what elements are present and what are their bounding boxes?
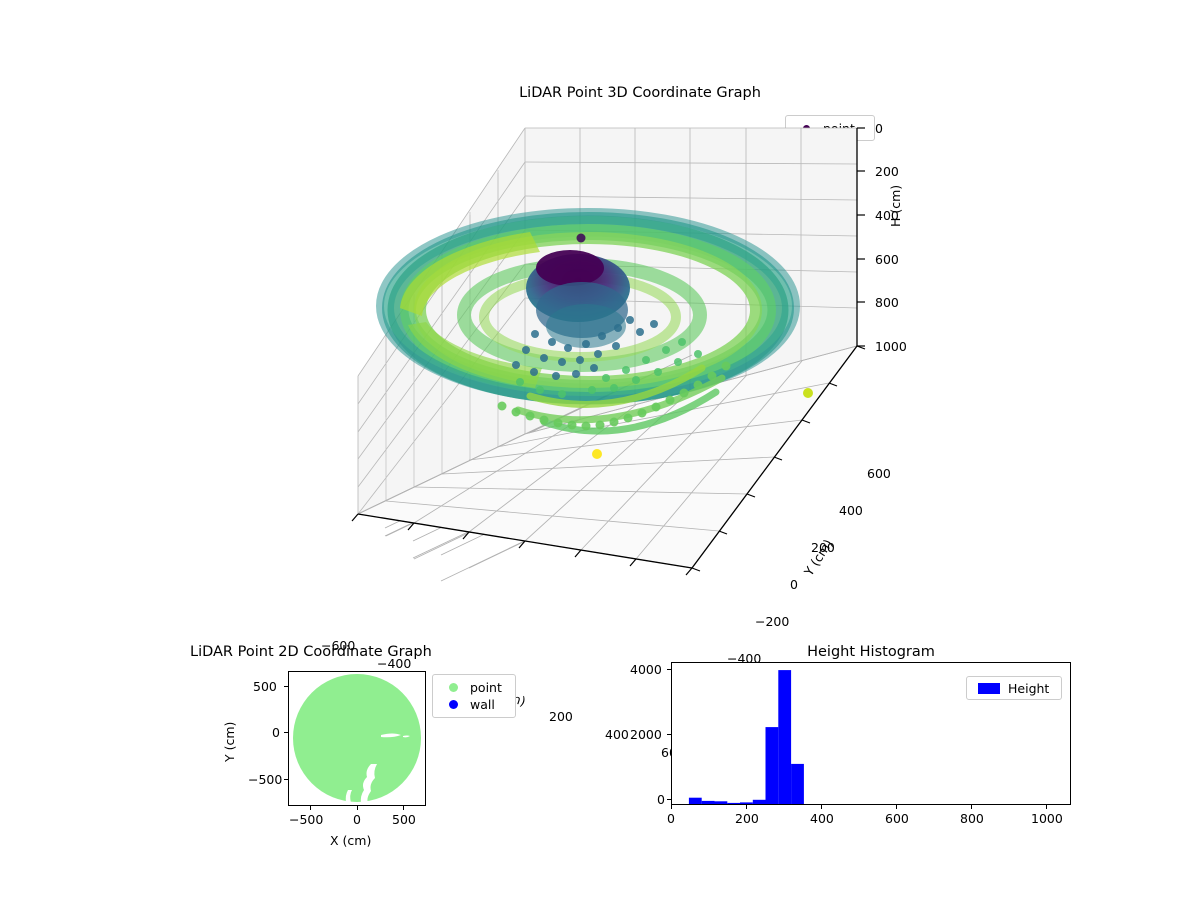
outlier-yellowgreen-right xyxy=(803,388,813,398)
xtick-mark-hist xyxy=(971,805,973,809)
legend-2d[interactable]: point wall xyxy=(432,674,516,718)
cloud-scatter-dots-green xyxy=(516,338,702,398)
legend-label: Height xyxy=(1008,680,1050,696)
xtick-mark-2d xyxy=(310,806,312,810)
xtick-mark-hist xyxy=(896,805,898,809)
xtick-label: 400 xyxy=(605,727,629,742)
legend-item-height: Height xyxy=(974,681,1054,696)
histogram-bars xyxy=(688,670,804,804)
ytick-mark-2d xyxy=(284,732,288,734)
ytick-mark-2d xyxy=(284,779,288,781)
panel-2d-title: LiDAR Point 2D Coordinate Graph xyxy=(190,644,432,660)
outlier-yellow-floor xyxy=(592,449,602,459)
point-marker-icon xyxy=(440,683,466,692)
xtick-label-2d: −500 xyxy=(289,812,324,827)
legend-item-point: point xyxy=(440,679,508,696)
ytick-label: 400 xyxy=(839,503,863,518)
xtick-mark-2d xyxy=(403,806,405,810)
ytick-label-hist: 4000 xyxy=(630,662,662,677)
legend-item-wall: wall xyxy=(440,696,508,713)
xticks-3d xyxy=(351,513,693,576)
lidar-3d-plot[interactable]: −600 −400 −200 0 200 400 600 −600 −400 −… xyxy=(321,110,950,760)
point-cloud-3d xyxy=(376,208,813,459)
xtick-label-2d: 0 xyxy=(353,812,361,827)
zticks-3d xyxy=(857,127,865,347)
yaxis-label-2d: Y (cm) xyxy=(222,721,237,762)
xtick-label-2d: 500 xyxy=(392,812,416,827)
legend-label: point xyxy=(470,680,502,695)
xtick-mark-2d xyxy=(357,806,359,810)
cloud-floor-scanlines xyxy=(514,364,726,435)
xtick-label: −400 xyxy=(377,656,412,671)
panel-3d-title: LiDAR Point 3D Coordinate Graph xyxy=(519,85,761,101)
zaxis-label-3d: H (cm) xyxy=(888,184,903,227)
xtick-mark-hist xyxy=(746,805,748,809)
xtick-label-hist: 0 xyxy=(667,811,675,826)
legend-hist[interactable]: Height xyxy=(966,676,1062,700)
ytick-mark-hist xyxy=(667,734,671,736)
lidar-2d-plot[interactable] xyxy=(288,671,426,806)
xtick-mark-hist xyxy=(1046,805,1048,809)
cloud-floor-dots xyxy=(497,361,731,431)
xtick-label-hist: 1000 xyxy=(1031,811,1063,826)
xtick-label-hist: 600 xyxy=(885,811,909,826)
xtick-label-hist: 400 xyxy=(810,811,834,826)
cloud-scatter-dots xyxy=(512,316,658,380)
ytick-mark-hist xyxy=(667,799,671,801)
wall-marker-icon xyxy=(440,700,466,709)
ztick-label: 1000 xyxy=(875,339,907,354)
ytick-mark-2d xyxy=(284,686,288,688)
xtick-label: −600 xyxy=(321,638,356,653)
ztick-label: 400 xyxy=(875,208,899,223)
legend-label: wall xyxy=(470,697,495,712)
ytick-label-2d: −500 xyxy=(248,772,283,787)
xtick-label-hist: 200 xyxy=(735,811,759,826)
ytick-mark-hist xyxy=(667,669,671,671)
ztick-label: 200 xyxy=(875,164,899,179)
ztick-label: 800 xyxy=(875,295,899,310)
cloud-outer-ring xyxy=(376,208,800,405)
ytick-label: 0 xyxy=(790,577,798,592)
ytick-label-2d: 500 xyxy=(253,679,277,694)
xtick-mark-hist xyxy=(671,805,673,809)
xtick-label: 200 xyxy=(549,709,573,724)
xtick-mark-hist xyxy=(821,805,823,809)
cloud-center-cluster xyxy=(526,250,630,348)
ytick-label: 600 xyxy=(867,466,891,481)
ytick-label: 200 xyxy=(811,540,835,555)
panel-hist-title: Height Histogram xyxy=(807,644,935,660)
ytick-label: −200 xyxy=(755,614,790,629)
ztick-label: 600 xyxy=(875,252,899,267)
outlier-dark-point xyxy=(576,233,586,243)
ytick-label-2d: 0 xyxy=(272,725,280,740)
ytick-label-hist: 2000 xyxy=(630,727,662,742)
xaxis-label-2d: X (cm) xyxy=(330,833,372,848)
ztick-label: 0 xyxy=(875,121,883,136)
ytick-label-hist: 0 xyxy=(657,792,665,807)
height-bar-icon xyxy=(974,682,1004,694)
point-disk-2d xyxy=(293,674,421,803)
xtick-label-hist: 800 xyxy=(960,811,984,826)
cloud-left-crescent xyxy=(400,232,542,388)
